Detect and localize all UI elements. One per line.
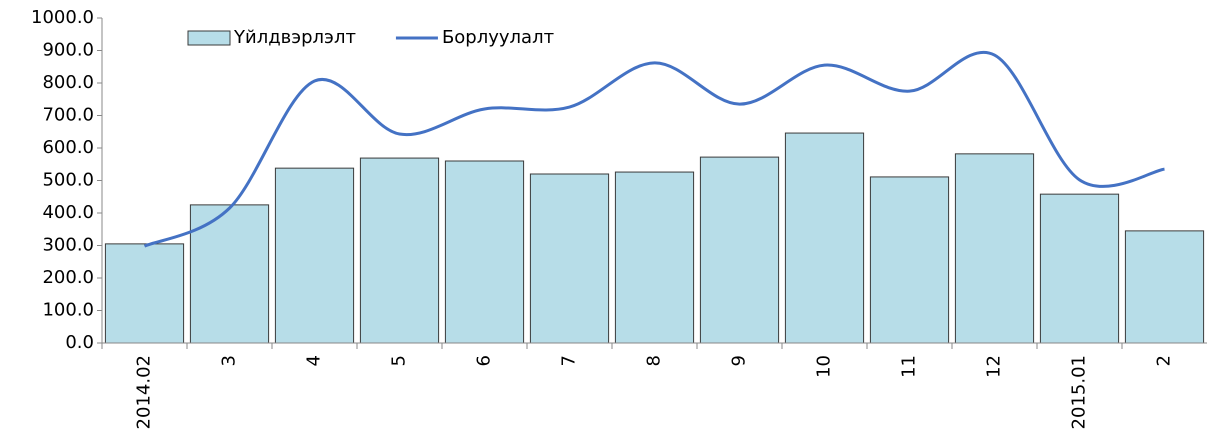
bar	[359, 157, 440, 344]
y-tick-label: 700.0	[42, 105, 94, 126]
bar	[784, 132, 865, 344]
bar	[1124, 230, 1205, 344]
x-tick-label: 2014.02	[134, 355, 155, 429]
y-tick-label: 500.0	[42, 170, 94, 191]
x-tick-label: 12	[984, 355, 1005, 378]
bar	[614, 171, 695, 344]
bar	[869, 176, 950, 344]
bar	[104, 243, 185, 344]
y-tick-label: 100.0	[42, 300, 94, 321]
x-tick-label: 5	[389, 355, 410, 366]
y-tick-label: 1000.0	[31, 7, 94, 28]
x-tick-label: 2015.01	[1069, 355, 1090, 429]
bar	[1039, 193, 1120, 344]
x-tick-label: 7	[559, 355, 580, 366]
x-tick-label: 6	[474, 355, 495, 366]
x-tick-label: 4	[304, 355, 325, 366]
y-tick-label: 400.0	[42, 202, 94, 223]
x-tick-label: 10	[814, 355, 835, 378]
bar	[274, 167, 355, 344]
bar	[444, 160, 525, 344]
y-tick-label: 800.0	[42, 72, 94, 93]
bar	[529, 173, 610, 344]
x-tick-label: 3	[219, 355, 240, 366]
y-tick-label: 0.0	[65, 332, 94, 353]
x-tick-label: 2	[1154, 355, 1175, 366]
bar	[954, 153, 1035, 344]
legend-swatch	[187, 30, 231, 46]
y-tick-label: 600.0	[42, 137, 94, 158]
x-tick-label: 9	[729, 355, 750, 366]
x-tick-label: 11	[899, 355, 920, 378]
line	[143, 51, 1165, 248]
y-tick-label: 200.0	[42, 267, 94, 288]
legend-label: Үйлдвэрлэлт	[233, 27, 356, 48]
y-tick-label: 300.0	[42, 235, 94, 256]
bar	[699, 156, 780, 344]
y-tick-label: 900.0	[42, 40, 94, 61]
x-tick-label: 8	[644, 355, 665, 366]
legend-label: Борлуулалт	[442, 27, 554, 48]
